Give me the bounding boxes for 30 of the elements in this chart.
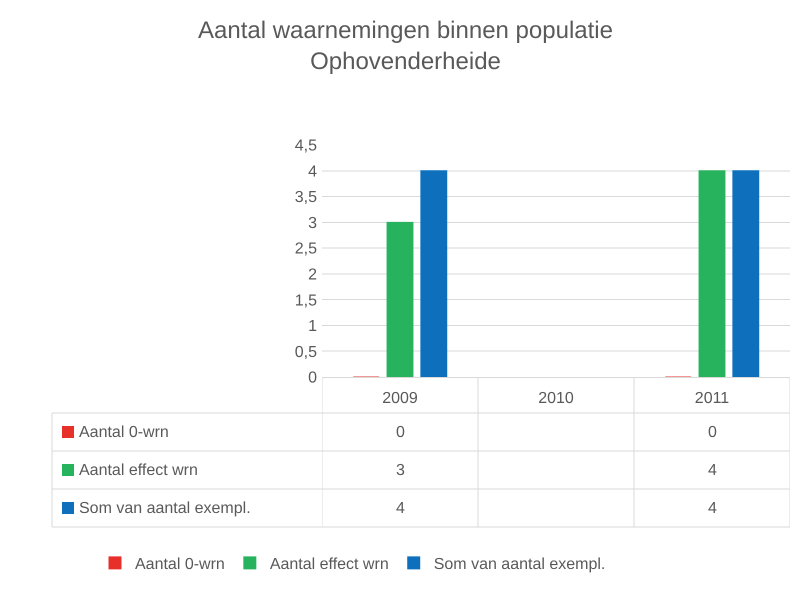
data-label: 3 [396,462,405,479]
y-tick-label: 1 [308,318,318,336]
chart-title: Aantal waarnemingen binnen populatie Ophovenderheide [198,17,613,76]
y-tick-label: 1,5 [294,292,318,310]
y-tick-label: 2 [308,266,318,284]
x-tick-label: 2011 [694,390,730,408]
x-tick-label: 2010 [538,390,574,408]
y-tick-label: 4 [308,163,318,180]
data-label: 4 [708,462,717,479]
bar [420,170,448,377]
y-tick-label: 3,5 [294,189,318,206]
text: Som van aantal exempl. [79,500,251,517]
y-tick-label: 0,5 [294,344,318,361]
x-tick-label: 2009 [382,390,418,408]
bar [698,170,726,377]
bar [386,222,414,377]
bar [732,170,760,377]
legend-label: Som van aantal exempl. [434,556,606,574]
y-tick-label: 4,5 [294,138,318,155]
y-tick-label: 0 [308,370,318,387]
y-tick-label: 3 [308,214,318,232]
data-label: 0 [708,424,717,441]
y-tick-label: 2,5 [294,240,318,258]
data-label: 0 [396,424,405,441]
data-label: 4 [396,500,405,517]
data-label: 4 [708,500,717,517]
text: Aantal effect wrn [79,462,198,479]
text: Aantal 0-wrn [135,556,225,574]
legend-label: Aantal 0-wrn [79,424,169,441]
legend-label: Aantal effect wrn [270,556,389,574]
